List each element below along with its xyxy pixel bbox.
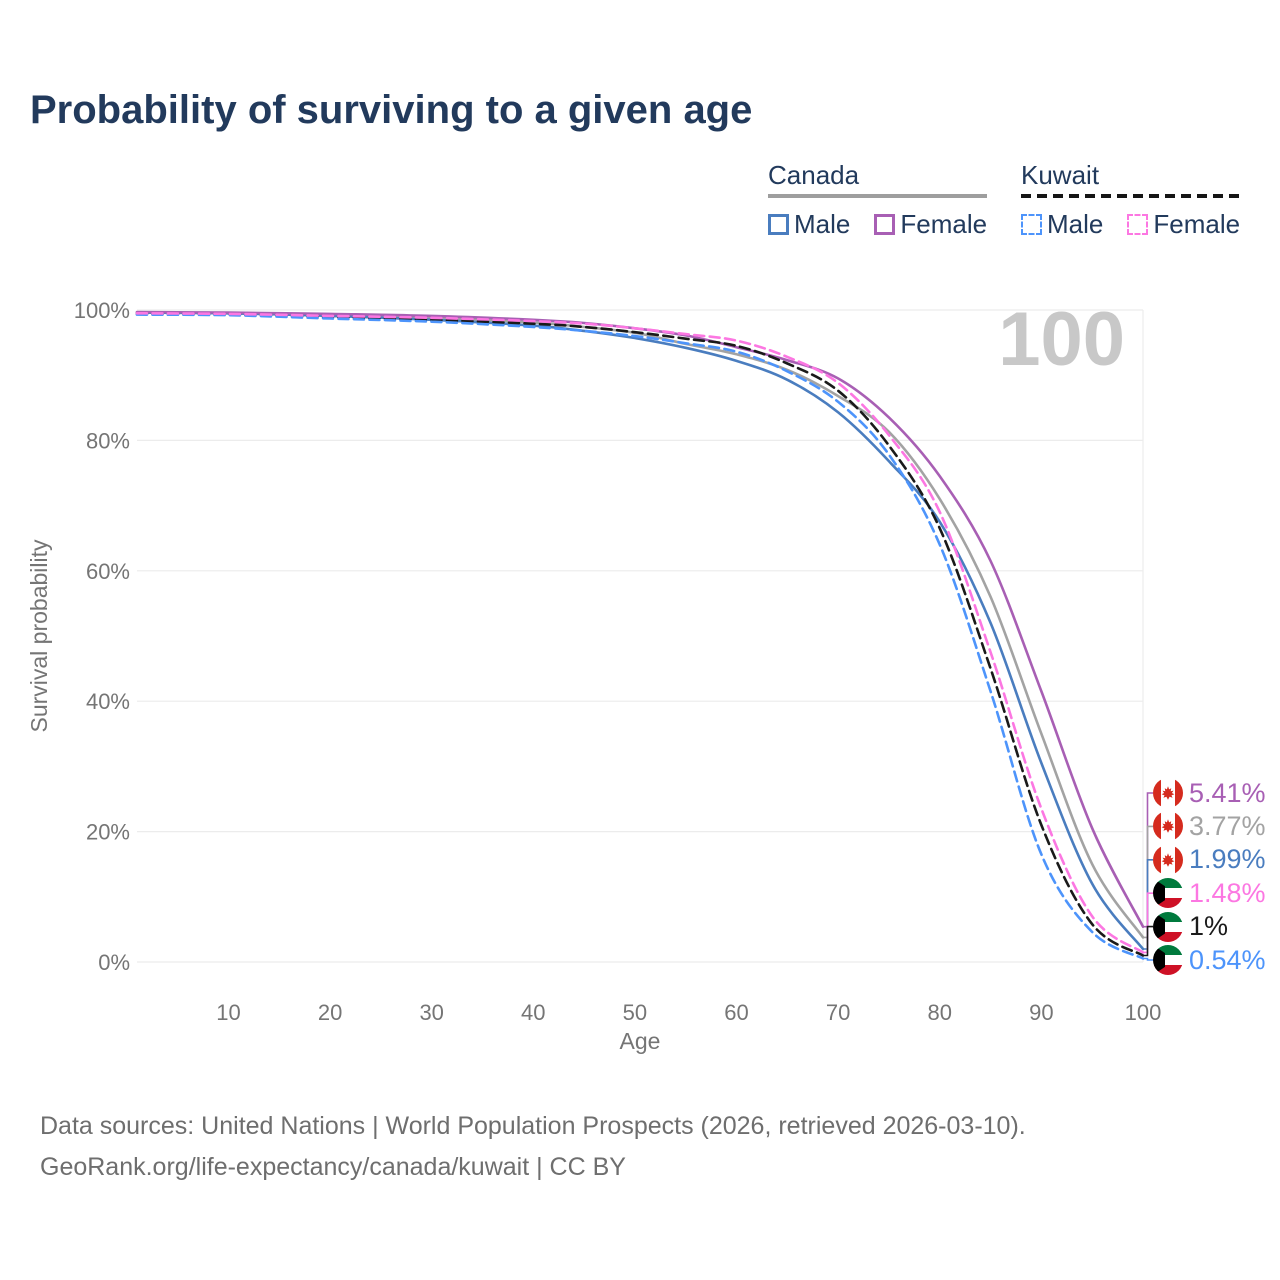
kuwait-female-swatch-icon [1127,214,1149,235]
footer: Data sources: United Nations | World Pop… [40,1106,1026,1188]
x-tick-label: 30 [419,1000,443,1025]
legend-item-label: Male [1047,209,1104,239]
end-label-value: 5.41% [1189,777,1266,808]
kuwait-flag-icon [1153,911,1183,942]
legend-group-kuwait: Kuwait Male Female [1021,160,1241,240]
legend-group-canada: Canada Male Female [768,160,988,240]
end-label-canada-male: 1.99% [1153,844,1266,875]
end-label-value: 1.48% [1189,877,1266,908]
legend-item-canada-male[interactable]: Male [768,209,850,240]
age-watermark: 100 [998,297,1125,382]
footer-attribution: GeoRank.org/life-expectancy/canada/kuwai… [40,1153,626,1181]
x-tick-label: 60 [724,1000,748,1025]
page-title: Probability of surviving to a given age [30,88,753,132]
x-axis-title: Age [620,1028,661,1054]
x-tick-label: 80 [928,1000,952,1025]
end-label-value: 3.77% [1189,810,1266,841]
legend-item-kuwait-female[interactable]: Female [1127,209,1240,240]
legend-country-canada[interactable]: Canada [768,160,860,190]
x-tick-label: 70 [826,1000,850,1025]
legend-country-kuwait[interactable]: Kuwait [1021,160,1100,190]
end-label-kuwait-male: 0.54% [1153,945,1266,975]
end-label-kuwait-female: 1.48% [1153,877,1266,909]
x-tick-label: 10 [216,1000,240,1025]
y-tick-label: 80% [86,428,130,453]
series-line-canada-female[interactable] [135,310,1145,928]
maple-leaf-icon [1161,853,1175,867]
end-label-canada-female: 5.41% [1153,778,1266,808]
x-tick-label: 90 [1029,1000,1053,1025]
end-label-value: 1.99% [1189,844,1266,875]
legend-item-label: Female [900,209,988,239]
kuwait-flag-icon [1153,878,1183,909]
kuwait-line-style-swatch [1021,194,1241,198]
x-tick-label: 20 [318,1000,342,1025]
x-tick-label: 100 [1125,1000,1162,1025]
leader-line-kuwait-male [1143,957,1153,961]
canada-flag-icon [1153,811,1183,842]
legend-item-kuwait-male[interactable]: Male [1021,209,1103,240]
canada-flag-icon [1153,844,1183,875]
kuwait-male-swatch-icon [1021,214,1042,235]
y-tick-label: 100% [74,298,130,323]
maple-leaf-icon [1161,819,1175,834]
end-label-canada-total: 3.77% [1153,810,1266,842]
maple-leaf-icon [1161,786,1175,800]
x-tick-label: 40 [521,1000,545,1025]
legend-item-label: Male [794,209,851,239]
canada-line-style-swatch [768,194,988,198]
leader-line-kuwait-total [1143,925,1153,957]
footer-sources: Data sources: United Nations | World Pop… [40,1112,1026,1140]
y-tick-label: 60% [86,559,130,584]
canada-male-swatch-icon [768,214,789,235]
legend-item-canada-female[interactable]: Female [874,209,987,240]
end-label-value: 0.54% [1189,944,1266,975]
series-line-kuwait-total[interactable] [135,312,1145,957]
kuwait-flag-icon [1153,945,1183,975]
legend-item-label: Female [1153,209,1241,239]
end-label-kuwait-total: 1% [1153,911,1229,942]
series-line-kuwait-male[interactable] [135,313,1145,960]
x-tick-label: 50 [623,1000,647,1025]
y-tick-label: 0% [98,950,130,975]
y-tick-label: 40% [86,689,130,714]
canada-flag-icon [1153,778,1183,808]
series-line-kuwait-female[interactable] [135,312,1145,954]
y-tick-label: 20% [86,820,130,845]
series-line-canada-male[interactable] [135,311,1145,951]
canada-female-swatch-icon [874,214,896,235]
y-axis-title: Survival probability [26,539,52,733]
end-label-value: 1% [1189,911,1229,942]
leader-line-kuwait-female [1143,892,1153,954]
